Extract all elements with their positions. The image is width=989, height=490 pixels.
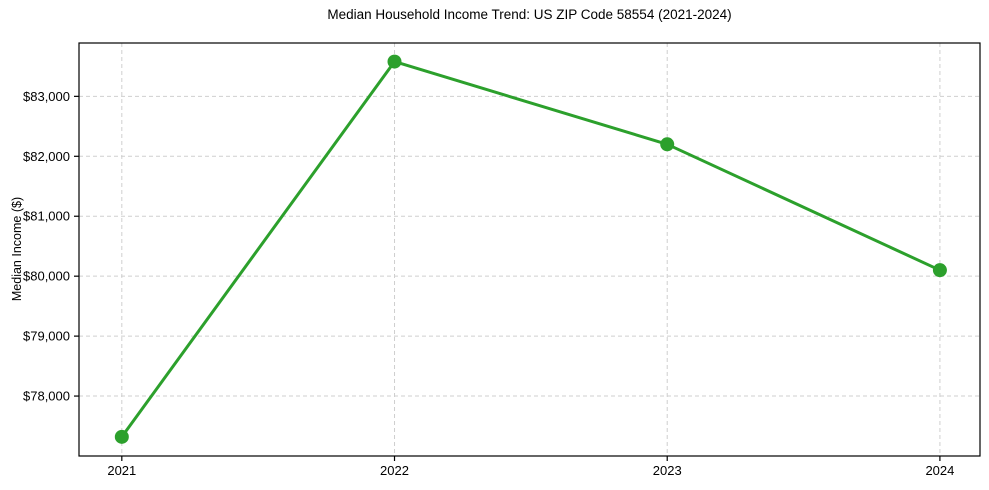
y-tick-label: $78,000 — [23, 389, 70, 404]
x-tick-label: 2021 — [107, 463, 136, 478]
y-tick-label: $81,000 — [23, 209, 70, 224]
data-point-2022 — [387, 54, 402, 69]
trend-line — [120, 60, 942, 439]
y-tick-label: $80,000 — [23, 269, 70, 284]
x-tick-label: 2022 — [380, 463, 409, 478]
y-tick-label: $83,000 — [23, 89, 70, 104]
x-tick-label: 2023 — [653, 463, 682, 478]
y-tick-label: $79,000 — [23, 329, 70, 344]
x-tick-label: 2024 — [925, 463, 954, 478]
data-point-2023 — [660, 137, 675, 152]
chart-title: Median Household Income Trend: US ZIP Co… — [327, 7, 732, 22]
data-point-2021 — [114, 429, 129, 444]
y-tick-label: $82,000 — [23, 149, 70, 164]
data-point-2024 — [932, 263, 947, 278]
plot-frame — [78, 42, 981, 457]
